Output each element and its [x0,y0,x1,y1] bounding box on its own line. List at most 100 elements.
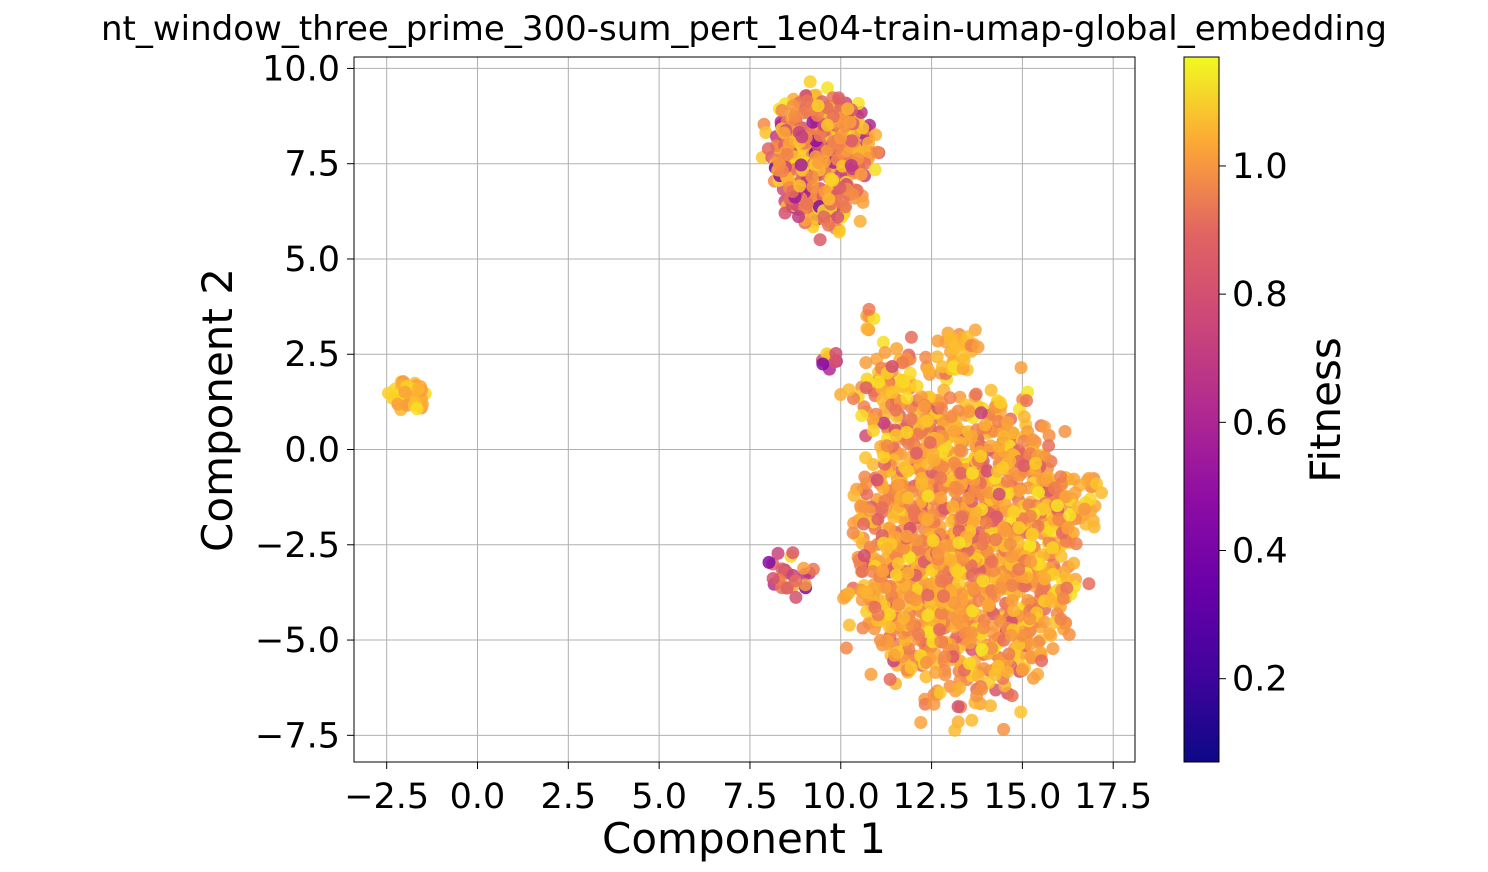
scatter-point [1005,550,1019,564]
scatter-point [1037,615,1051,629]
scatter-point [870,473,884,487]
scatter-point [854,499,868,513]
y-tick-label: 5.0 [284,240,340,280]
scatter-point [1000,474,1014,488]
scatter-point [921,588,935,602]
scatter-point [1043,626,1056,640]
colorbar-tick-label: 0.4 [1232,532,1288,572]
x-tick-label: −2.5 [344,777,429,817]
scatter-point [901,436,915,450]
scatter-point [933,623,947,637]
scatter-point [1025,528,1039,542]
scatter-point [934,491,948,505]
y-tick-label: 7.5 [284,145,340,185]
scatter-point [885,385,899,399]
scatter-point [904,330,918,344]
scatter-point [981,598,995,612]
scatter-point [846,526,860,540]
scatter-point [878,346,892,359]
scatter-point [935,401,948,415]
colorbar-ticks: 0.2 0.4 0.6 0.8 1.0 [1219,147,1288,700]
scatter-point [860,476,874,490]
scatter-point [821,81,834,95]
scatter-point [1054,549,1068,563]
scatter-point [789,590,803,604]
scatter-point [854,167,868,181]
scatter-point [1000,665,1014,679]
scatter-point [997,722,1011,736]
scatter-point [965,626,979,640]
scatter-point [896,356,909,370]
scatter-point [1023,638,1037,652]
scatter-point [1046,541,1060,555]
scatter-point [890,568,903,582]
scatter-point [780,581,794,595]
scatter-point [860,586,874,599]
scatter-point [1067,472,1081,486]
scatter-point [934,471,948,485]
scatter-point [868,163,882,177]
scatter-point [842,383,856,397]
x-tick-label: 7.5 [722,777,778,817]
scatter-point [968,484,982,498]
y-tick-label: −5.0 [255,621,340,661]
scatter-point [935,607,949,621]
data-points [382,75,1108,737]
x-tick-label: 0.0 [450,777,506,817]
scatter-point [975,643,989,656]
scatter-point [1060,572,1074,586]
x-axis-ticks: −2.5 0.0 2.5 5.0 7.5 10.0 12.5 15.0 17.5 [344,762,1152,817]
scatter-point [910,379,924,393]
scatter-point [927,697,941,711]
scatter-point [978,532,992,546]
scatter-point [1046,642,1060,656]
scatter-point [789,574,803,588]
scatter-point [944,553,958,567]
scatter-point [1042,439,1056,453]
scatter-point [910,427,924,441]
scatter-point [977,621,990,635]
scatter-point [947,456,961,470]
scatter-point [859,356,873,370]
scatter-point [927,453,941,467]
scatter-point [934,634,948,648]
scatter-point [1069,537,1083,551]
scatter-point [806,180,820,194]
scatter-point [826,173,840,187]
scatter-point [965,713,979,727]
scatter-point [1087,520,1101,534]
scatter-point [1023,509,1037,523]
scatter-point [917,399,931,413]
scatter-point [816,357,830,371]
scatter-point [966,582,980,595]
scatter-point [1017,410,1031,424]
scatter-point [937,589,950,603]
scatter-point [1023,539,1037,553]
scatter-point [887,648,901,662]
scatter-point [857,549,871,563]
scatter-point [963,657,977,670]
scatter-point [1015,663,1029,676]
y-axis-label: Component 2 [193,268,242,552]
scatter-point [795,130,809,144]
scatter-point [837,591,851,605]
scatter-point [813,128,827,142]
scatter-point [859,451,873,465]
scatter-point [1047,481,1061,495]
scatter-point [992,487,1006,501]
scatter-point [1032,486,1045,500]
scatter-point [965,466,979,480]
scatter-point [922,363,935,377]
scatter-point [1056,591,1070,605]
scatter-point [931,334,945,348]
scatter-point [1063,508,1077,522]
scatter-point [910,533,924,547]
scatter-point [1044,595,1058,609]
scatter-point [946,500,960,513]
scatter-point [951,614,965,628]
scatter-point [1068,486,1082,500]
scatter-point [1035,654,1049,668]
scatter-point [901,491,915,505]
scatter-point [957,353,971,367]
